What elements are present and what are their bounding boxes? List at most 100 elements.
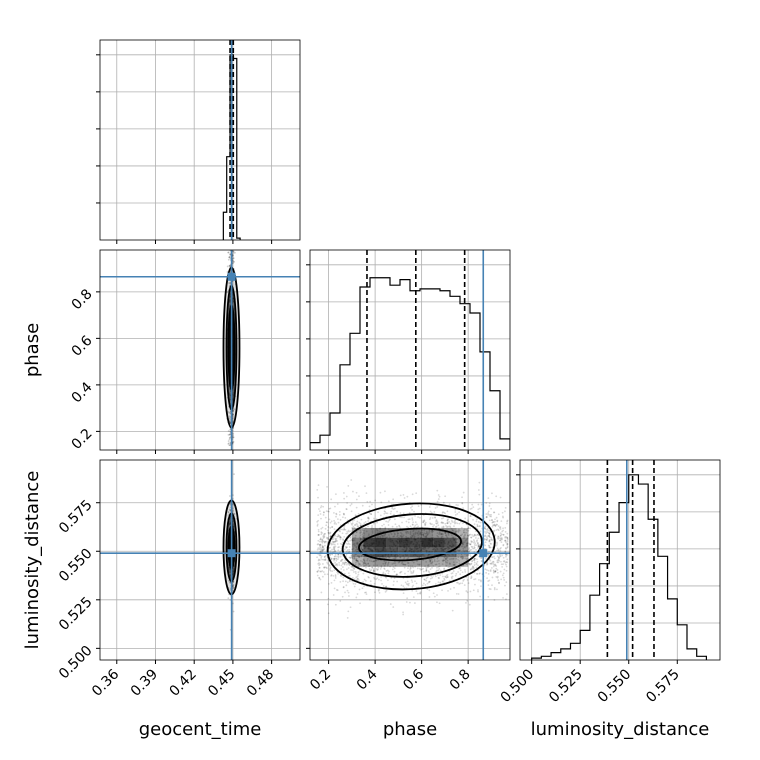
sample-point [450, 523, 452, 525]
sample-point [405, 581, 407, 583]
sample-point [343, 569, 345, 571]
sample-point [455, 575, 457, 577]
y-tick-label-phase-2: 0.6 [69, 333, 96, 360]
sample-point [425, 580, 427, 582]
sample-point [425, 567, 427, 569]
sample-point [433, 511, 435, 513]
sample-point [345, 562, 347, 564]
sample-point [497, 579, 499, 581]
sample-point [425, 570, 427, 572]
sample-point [373, 518, 375, 520]
sample-point [344, 592, 346, 594]
sample-point [388, 524, 390, 526]
sample-point [331, 570, 333, 572]
sample-point [319, 510, 321, 512]
sample-point [324, 556, 326, 558]
sample-point [412, 567, 414, 569]
sample-point [375, 578, 377, 580]
sample-point [404, 567, 406, 569]
sample-point [365, 567, 367, 569]
sample-point [500, 497, 502, 499]
sample-point [486, 577, 488, 579]
sample-point [438, 568, 440, 570]
sample-point [444, 576, 446, 578]
sample-point [390, 511, 392, 513]
sample-point [229, 434, 231, 436]
sample-point [369, 570, 371, 572]
sample-point [478, 489, 480, 491]
sample-point [410, 567, 412, 569]
sample-point [320, 557, 322, 559]
sample-point [323, 571, 325, 573]
y-tick-label-phase-0: 0.2 [69, 426, 96, 453]
sample-point [470, 556, 472, 558]
sample-point [336, 589, 338, 591]
sample-point [460, 569, 462, 571]
x-axis-title-phase: phase [383, 719, 437, 740]
sample-point [334, 555, 336, 557]
sample-point [499, 548, 501, 550]
sample-point [376, 522, 378, 524]
sample-point [496, 542, 498, 544]
sample-point [453, 570, 455, 572]
sample-point [373, 568, 375, 570]
sample-point [411, 517, 413, 519]
sample-point [339, 511, 341, 513]
sample-point [355, 524, 357, 526]
sample-point [318, 484, 320, 486]
sample-point [438, 494, 440, 496]
sample-point [381, 525, 383, 527]
sample-point [433, 592, 435, 594]
sample-point [459, 567, 461, 569]
sample-point [484, 568, 486, 570]
sample-point [323, 536, 325, 538]
sample-point [355, 571, 357, 573]
sample-point [485, 532, 487, 534]
sample-point [331, 558, 333, 560]
sample-point [399, 512, 401, 514]
density-bin [422, 538, 434, 548]
sample-point [322, 506, 324, 508]
sample-point [479, 596, 481, 598]
sample-point [326, 522, 328, 524]
sample-point [330, 570, 332, 572]
sample-point [331, 526, 333, 528]
sample-point [505, 556, 507, 558]
sample-point [480, 585, 482, 587]
sample-point [328, 598, 330, 600]
sample-point [458, 593, 460, 595]
sample-point [494, 518, 496, 520]
sample-point [477, 525, 479, 527]
sample-point [344, 573, 346, 575]
sample-point [350, 569, 352, 571]
sample-point [488, 584, 490, 586]
sample-point [496, 545, 498, 547]
sample-point [419, 593, 421, 595]
sample-point [385, 521, 387, 523]
sample-point [416, 582, 418, 584]
sample-point [500, 550, 502, 552]
sample-point [337, 558, 339, 560]
sample-point [399, 516, 401, 518]
sample-point [348, 592, 350, 594]
sample-point [318, 508, 320, 510]
sample-point [367, 516, 369, 518]
sample-point [347, 485, 349, 487]
sample-point [380, 492, 382, 494]
sample-point [502, 574, 504, 576]
x-tick-label-geocent_time-1: 0.39 [128, 666, 161, 699]
sample-point [348, 549, 350, 551]
sample-point [497, 560, 499, 562]
sample-point [474, 564, 476, 566]
sample-point [406, 496, 408, 498]
sample-point [494, 564, 496, 566]
sample-point [500, 535, 502, 537]
sample-point [345, 543, 347, 545]
sample-point [330, 498, 332, 500]
sample-point [415, 521, 417, 523]
sample-point [353, 571, 355, 573]
sample-point [229, 253, 231, 255]
sample-point [467, 521, 469, 523]
sample-point [327, 573, 329, 575]
sample-point [388, 520, 390, 522]
